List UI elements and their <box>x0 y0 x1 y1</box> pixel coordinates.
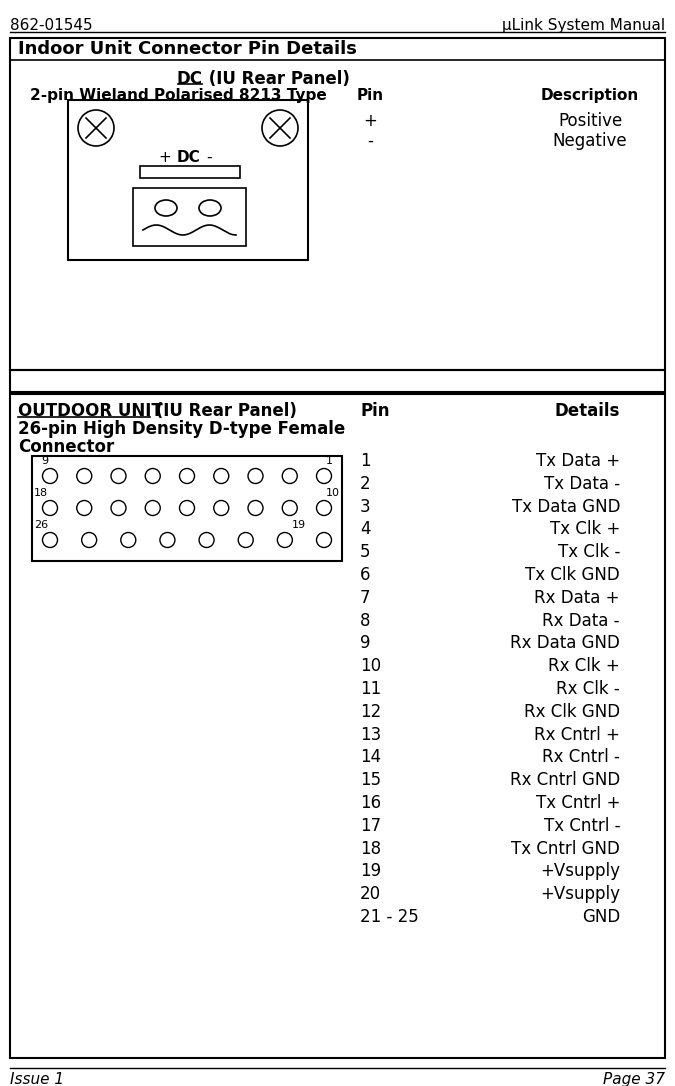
Text: +: + <box>363 112 377 130</box>
Text: Tx Clk -: Tx Clk - <box>558 543 620 561</box>
Text: Page 37: Page 37 <box>603 1072 665 1086</box>
Text: +Vsupply: +Vsupply <box>540 862 620 881</box>
Text: Rx Data GND: Rx Data GND <box>510 634 620 653</box>
Text: OUTDOOR UNIT: OUTDOOR UNIT <box>18 402 163 420</box>
Text: 3: 3 <box>360 497 371 516</box>
Text: DC: DC <box>177 70 203 88</box>
Text: Positive: Positive <box>558 112 622 130</box>
Text: 7: 7 <box>360 589 371 607</box>
Text: 6: 6 <box>360 566 371 584</box>
Text: 26: 26 <box>34 520 48 530</box>
Text: μLink System Manual: μLink System Manual <box>502 18 665 33</box>
Text: Rx Clk GND: Rx Clk GND <box>524 703 620 721</box>
Text: 17: 17 <box>360 817 381 835</box>
Text: Rx Clk -: Rx Clk - <box>556 680 620 698</box>
Text: 16: 16 <box>360 794 381 812</box>
Text: -: - <box>206 150 211 165</box>
Text: Tx Cntrl -: Tx Cntrl - <box>543 817 620 835</box>
Text: 9: 9 <box>360 634 371 653</box>
Text: Pin: Pin <box>360 402 389 420</box>
Text: 2: 2 <box>360 475 371 493</box>
Text: Tx Data -: Tx Data - <box>544 475 620 493</box>
Text: 8: 8 <box>360 611 371 630</box>
Text: 15: 15 <box>360 771 381 790</box>
Text: +: + <box>158 150 171 165</box>
Text: (IU Rear Panel): (IU Rear Panel) <box>150 402 297 420</box>
Text: Rx Clk +: Rx Clk + <box>548 657 620 675</box>
Text: 10: 10 <box>360 657 381 675</box>
Text: Tx Data +: Tx Data + <box>536 452 620 470</box>
Text: 10: 10 <box>326 488 340 498</box>
Text: 5: 5 <box>360 543 371 561</box>
Text: Description: Description <box>541 88 639 103</box>
Text: Issue 1: Issue 1 <box>10 1072 64 1086</box>
Text: 2-pin Wieland Polarised 8213 Type: 2-pin Wieland Polarised 8213 Type <box>30 88 327 103</box>
Text: 20: 20 <box>360 885 381 904</box>
Text: Rx Data +: Rx Data + <box>535 589 620 607</box>
Text: (IU Rear Panel): (IU Rear Panel) <box>203 70 350 88</box>
Text: 18: 18 <box>34 488 48 498</box>
Text: Tx Clk +: Tx Clk + <box>549 520 620 539</box>
Text: Pin: Pin <box>356 88 383 103</box>
Text: 14: 14 <box>360 748 381 767</box>
Text: 13: 13 <box>360 725 381 744</box>
Text: Tx Data GND: Tx Data GND <box>512 497 620 516</box>
Text: 9: 9 <box>41 456 48 466</box>
Text: +Vsupply: +Vsupply <box>540 885 620 904</box>
Text: Rx Cntrl -: Rx Cntrl - <box>542 748 620 767</box>
Text: 862-01545: 862-01545 <box>10 18 92 33</box>
Text: Connector: Connector <box>18 438 114 456</box>
Text: 1: 1 <box>360 452 371 470</box>
Text: Rx Cntrl GND: Rx Cntrl GND <box>510 771 620 790</box>
Text: 26-pin High Density D-type Female: 26-pin High Density D-type Female <box>18 420 345 438</box>
Text: 19: 19 <box>292 520 306 530</box>
Text: 19: 19 <box>360 862 381 881</box>
Text: 4: 4 <box>360 520 371 539</box>
Text: 18: 18 <box>360 839 381 858</box>
Text: 12: 12 <box>360 703 381 721</box>
Text: DC: DC <box>176 150 200 165</box>
Text: 11: 11 <box>360 680 381 698</box>
Text: 1: 1 <box>326 456 333 466</box>
Text: Indoor Unit Connector Pin Details: Indoor Unit Connector Pin Details <box>18 40 357 58</box>
Text: Negative: Negative <box>553 132 627 150</box>
Text: Tx Cntrl +: Tx Cntrl + <box>535 794 620 812</box>
Text: Rx Data -: Rx Data - <box>543 611 620 630</box>
Text: Tx Clk GND: Tx Clk GND <box>525 566 620 584</box>
Text: Rx Cntrl +: Rx Cntrl + <box>534 725 620 744</box>
Text: 21 - 25: 21 - 25 <box>360 908 418 926</box>
Text: -: - <box>367 132 373 150</box>
Text: GND: GND <box>582 908 620 926</box>
Text: Details: Details <box>555 402 620 420</box>
Text: Tx Cntrl GND: Tx Cntrl GND <box>511 839 620 858</box>
